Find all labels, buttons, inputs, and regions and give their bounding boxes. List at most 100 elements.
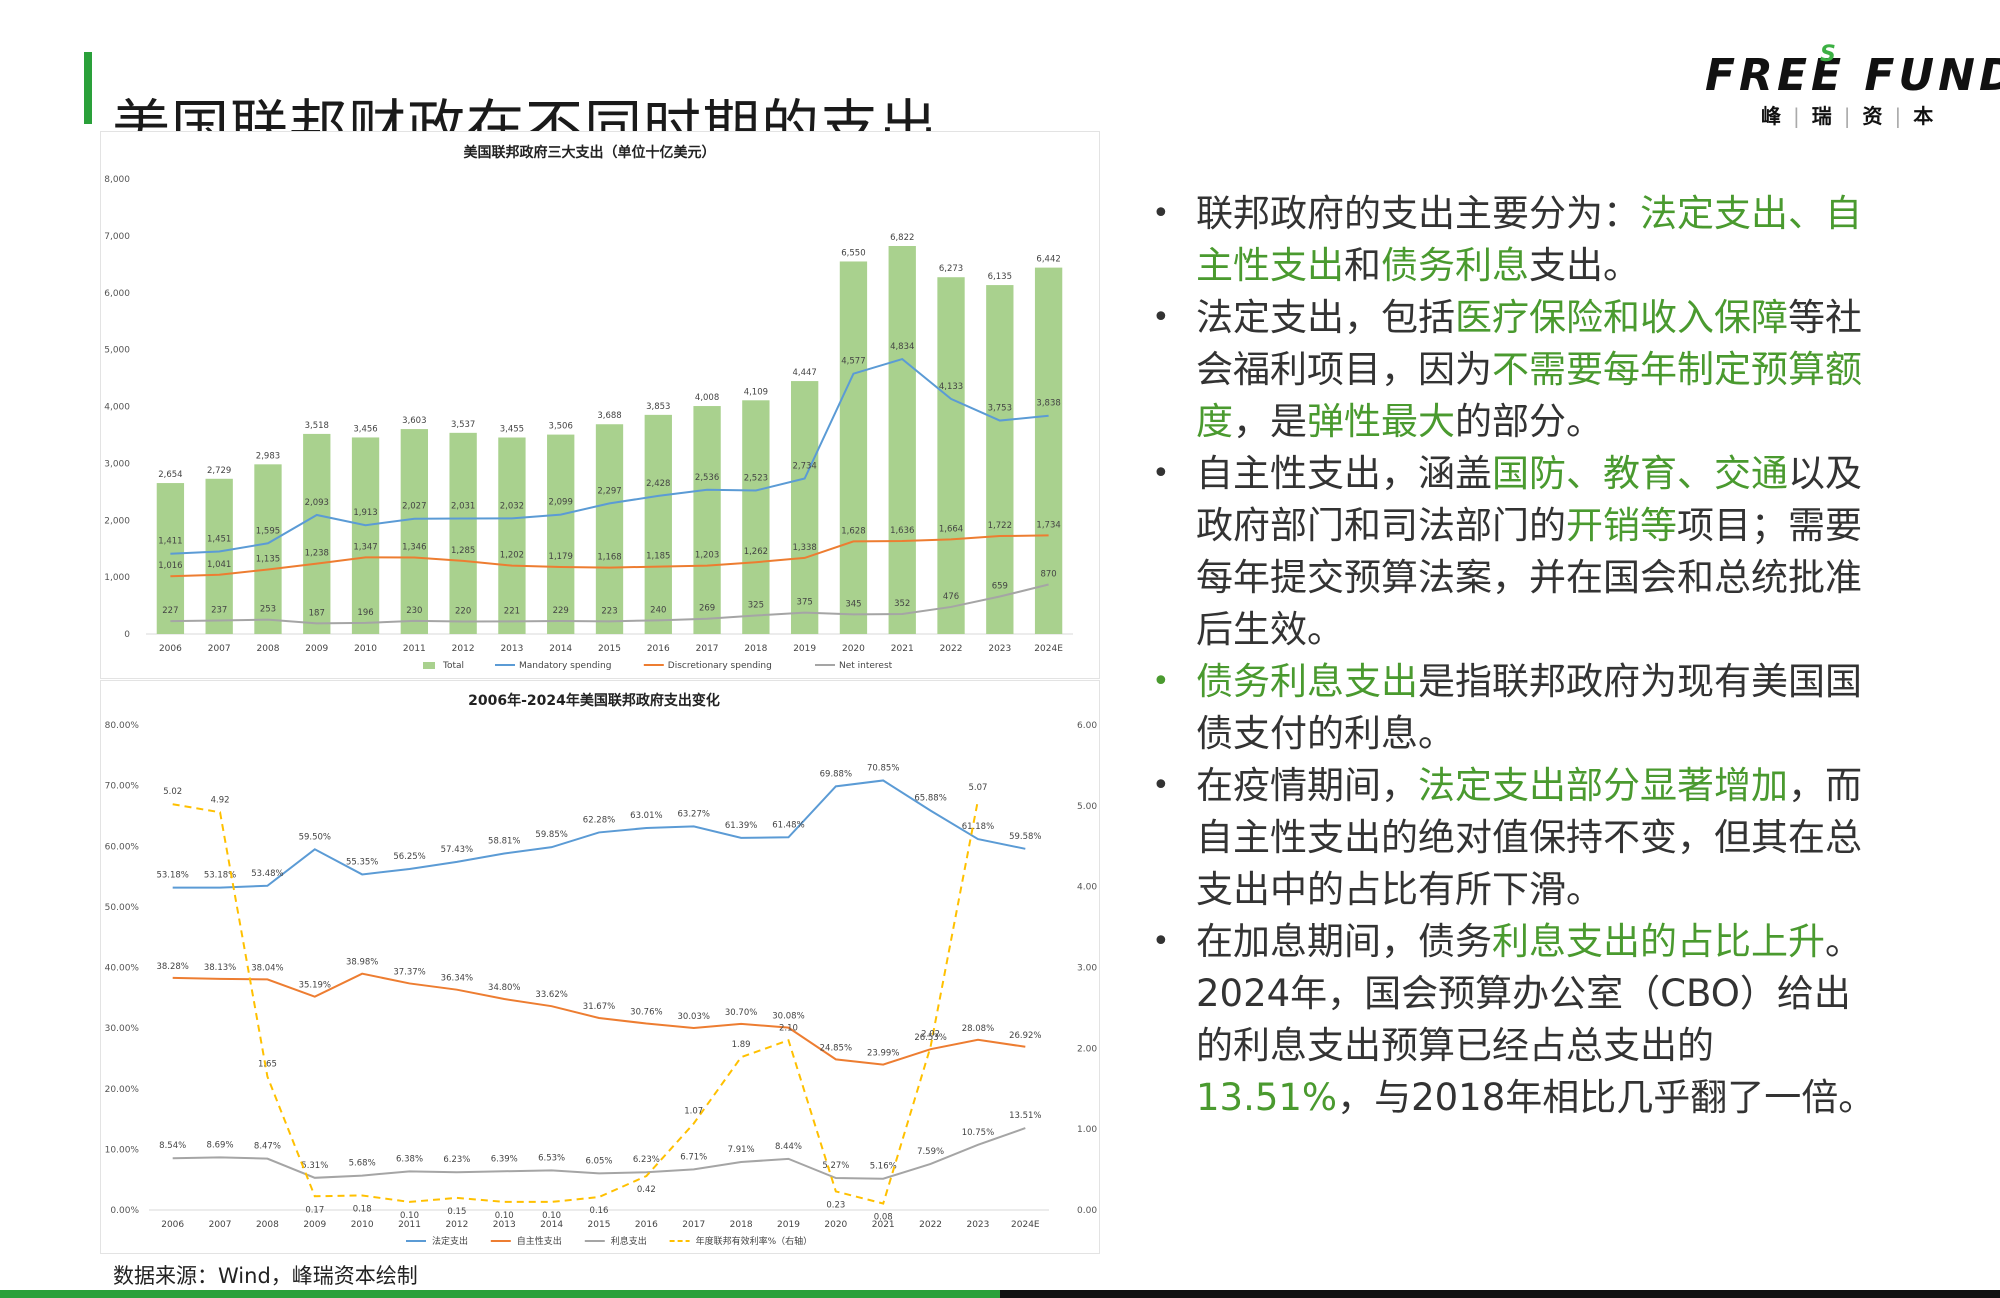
bar-total	[742, 400, 770, 634]
line-value-label: 1,451	[207, 534, 231, 544]
line-value-label: 1.65	[258, 1060, 277, 1070]
bullet-dot: •	[1152, 664, 1170, 699]
x-tick-label: 2024E	[1034, 644, 1063, 654]
line-value-label: 65.88%	[914, 794, 946, 804]
line-value-label: 7.59%	[917, 1147, 944, 1157]
x-tick-label: 2007	[208, 644, 231, 654]
x-tick-label: 2023	[966, 1220, 989, 1230]
logo-char: 峰	[1761, 104, 1781, 128]
line-value-label: 1,179	[549, 552, 573, 562]
logo-superscript: S	[1820, 42, 1836, 67]
x-tick-label: 2010	[351, 1220, 374, 1230]
line-value-label: 34.80%	[488, 983, 520, 993]
bullet-item: • 债务利息支出是指联邦政府为现有美国国债支付的利息。	[1146, 656, 1886, 760]
line-value-label: 352	[894, 599, 910, 609]
bar-total	[498, 437, 526, 634]
bullet-item: • 在疫情期间，法定支出部分显著增加，而自主性支出的绝对值保持不变，但其在总支出中…	[1146, 760, 1886, 916]
bar-total	[449, 432, 477, 634]
line-value-label: 0.10	[495, 1211, 514, 1221]
y2-tick-label: 4.00	[1077, 883, 1097, 893]
bar-total	[400, 429, 429, 634]
bar-value-label: 3,853	[646, 402, 670, 412]
x-tick-label: 2021	[891, 644, 914, 654]
bullet-text: ，是	[1233, 400, 1307, 443]
line-value-label: 30.08%	[772, 1012, 804, 1022]
bar-value-label: 6,550	[841, 248, 865, 258]
logo-wordmark: FREE FUND	[1705, 50, 2000, 101]
line-value-label: 69.88%	[820, 769, 852, 779]
line-value-label: 2,297	[597, 486, 621, 496]
line-value-label: 6.53%	[538, 1153, 565, 1163]
x-tick-label: 2019	[777, 1220, 800, 1230]
line-value-label: 6.23%	[443, 1155, 470, 1165]
line-value-label: 269	[699, 604, 715, 614]
line-value-label: 1,628	[841, 526, 865, 536]
y-tick-label: 80.00%	[105, 721, 140, 731]
line-value-label: 2,523	[744, 474, 768, 484]
line-value-label: 61.39%	[725, 821, 757, 831]
line-value-label: 13.51%	[1009, 1111, 1041, 1121]
y2-tick-label: 6.00	[1077, 721, 1097, 731]
y-tick-label: 2,000	[104, 516, 130, 526]
line-value-label: 31.67%	[583, 1002, 615, 1012]
line-value-label: 220	[455, 606, 471, 616]
y-tick-label: 10.00%	[105, 1145, 140, 1155]
line-value-label: 4.92	[211, 795, 230, 805]
y-tick-label: 50.00%	[105, 903, 140, 913]
line-value-label: 59.58%	[1009, 832, 1041, 842]
line-value-label: 870	[1040, 570, 1056, 580]
line-value-label: 8.44%	[775, 1142, 802, 1152]
line-value-label: 36.34%	[441, 974, 473, 984]
line-value-label: 24.85%	[820, 1043, 852, 1053]
line-value-label: 0.10	[542, 1211, 561, 1221]
x-tick-label: 2008	[257, 644, 280, 654]
line-value-label: 2.02	[921, 1030, 940, 1040]
highlight-text: 利息支出的占比上升	[1492, 920, 1825, 963]
bullet-text: ，而自主性支出的绝对值保持不变，但其在总支出中的占比有所下滑。	[1196, 764, 1862, 911]
line-value-label: 6.38%	[396, 1154, 423, 1164]
bullet-dot: •	[1152, 456, 1170, 491]
x-tick-label: 2008	[256, 1220, 279, 1230]
bar-value-label: 4,109	[744, 387, 768, 397]
line-value-label: 1,664	[939, 524, 963, 534]
y-tick-label: 60.00%	[105, 842, 140, 852]
x-tick-label: 2024E	[1011, 1220, 1040, 1230]
bar-total	[156, 483, 185, 634]
line-value-label: 230	[406, 606, 422, 616]
bar-total	[254, 464, 282, 634]
line-value-label: 2,536	[695, 473, 719, 483]
y2-tick-label: 0.00	[1077, 1206, 1097, 1216]
line-value-label: 1,203	[695, 551, 719, 561]
bullet-text: 法定支出，包括	[1196, 296, 1455, 339]
line-value-label: 37.37%	[393, 967, 425, 977]
bullet-text: 项目；需要每年提交预算法案，并在国会和总统批准后生效。	[1196, 504, 1862, 651]
line-value-label: 8.47%	[254, 1142, 281, 1152]
y2-tick-label: 2.00	[1077, 1044, 1097, 1054]
line-value-label: 229	[553, 606, 569, 616]
line-value-label: 28.08%	[962, 1024, 994, 1034]
bar-total	[693, 406, 721, 634]
line-value-label: 53.18%	[156, 871, 188, 881]
x-tick-label: 2011	[398, 1220, 421, 1230]
line-value-label: 38.28%	[156, 962, 188, 972]
bullet-text: 支出。	[1529, 244, 1640, 287]
line-value-label: 1,347	[353, 542, 377, 552]
bar-value-label: 6,135	[988, 272, 1012, 282]
line-value-label: 26.53%	[914, 1033, 946, 1043]
x-tick-label: 2018	[730, 1220, 753, 1230]
line-value-label: 38.04%	[251, 963, 283, 973]
title-accent-bar	[84, 52, 92, 124]
bar-value-label: 3,518	[305, 421, 329, 431]
line-value-label: 237	[211, 606, 227, 616]
line-value-label: 1,135	[256, 554, 280, 564]
series-line-3	[170, 583, 1049, 625]
bullet-dot: •	[1152, 196, 1170, 231]
bar-value-label: 6,442	[1036, 255, 1060, 265]
bullet-text: 在疫情期间，	[1196, 764, 1418, 807]
line-value-label: 4,834	[890, 342, 914, 352]
line-value-label: 1,338	[792, 543, 816, 553]
line-value-label: 1,185	[646, 552, 670, 562]
line-value-label: 0.10	[400, 1211, 419, 1221]
spending-bar-chart: 美国联邦政府三大支出（单位十亿美元） 0 1,000 2,000 3,000 4,000 5…	[104, 144, 1073, 671]
legend-swatch	[423, 662, 435, 669]
